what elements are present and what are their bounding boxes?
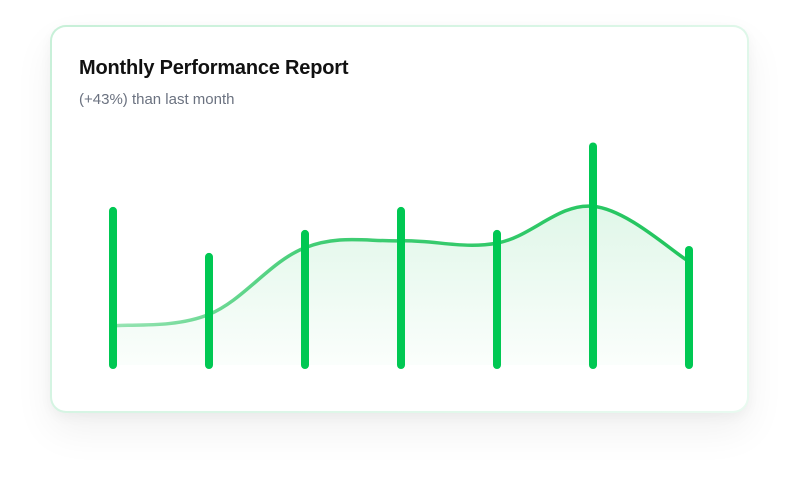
card-title: Monthly Performance Report	[79, 57, 349, 79]
card-subtitle: (+43%) than last month	[79, 91, 235, 108]
performance-card: Monthly Performance Report (+43%) than l…	[50, 25, 749, 413]
